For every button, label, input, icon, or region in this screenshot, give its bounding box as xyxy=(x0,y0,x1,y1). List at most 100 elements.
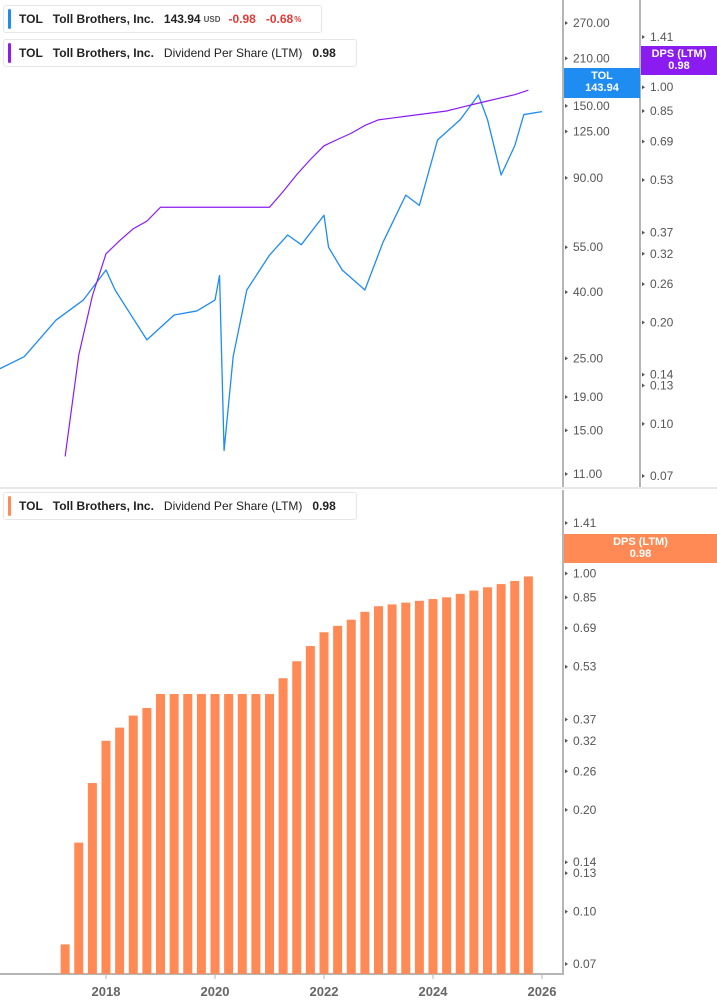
price-tick-label: 210.00 xyxy=(573,51,610,65)
x-tick-label: 2022 xyxy=(310,984,339,999)
dps-tag-value: 0.98 xyxy=(668,60,690,72)
dps-bar xyxy=(374,606,383,974)
dps-line-series-marker xyxy=(8,43,11,63)
dps-tick-mark xyxy=(642,230,645,235)
dps-tick-label: 0.69 xyxy=(650,134,674,148)
price-line xyxy=(0,94,543,452)
dps-bar xyxy=(292,661,302,974)
x-tick-label: 2024 xyxy=(419,984,449,999)
dps-bar xyxy=(319,632,329,974)
legend-change-pct: -0.68 xyxy=(265,12,294,26)
x-tick-label: 2018 xyxy=(92,984,121,999)
dps-tick-label: 1.00 xyxy=(650,80,674,94)
dps-tick-mark xyxy=(642,35,645,39)
dps-bar xyxy=(510,580,520,974)
dps-bar xyxy=(60,944,70,974)
dps-bar xyxy=(305,646,315,974)
dps-bar xyxy=(360,611,370,974)
dps-tick-label: 0.10 xyxy=(650,417,674,431)
dps-line-legend[interactable]: TOL Toll Brothers, Inc. Dividend Per Sha… xyxy=(3,39,357,67)
dps-tick-label: 0.20 xyxy=(650,316,674,330)
dps-tick-mark xyxy=(642,282,645,287)
dps-line xyxy=(64,89,529,457)
dps-bar xyxy=(224,694,234,974)
dps-bar-legend[interactable]: TOL Toll Brothers, Inc. Dividend Per Sha… xyxy=(3,492,357,520)
bottom-dps-tick-mark xyxy=(565,664,568,669)
dps-line-last-value-tag: DPS (LTM) 0.98 xyxy=(641,46,717,75)
bottom-dps-tick-mark xyxy=(565,909,568,914)
dps-tick-mark xyxy=(642,85,645,90)
bottom-dps-tick-mark xyxy=(565,871,568,876)
dps-bar xyxy=(115,727,125,974)
dps-bar xyxy=(442,597,452,974)
bottom-dps-tick-label: 0.14 xyxy=(573,855,597,869)
dps-bar xyxy=(128,715,138,974)
dps-tick-mark xyxy=(642,139,645,144)
bottom-dps-tick-mark xyxy=(565,571,568,576)
bottom-dps-tick-label: 0.53 xyxy=(573,660,597,674)
legend-metric: Dividend Per Share (LTM) xyxy=(163,46,303,60)
dps-tick-label: 0.26 xyxy=(650,277,674,291)
price-tick-mark xyxy=(565,395,568,400)
dps-bar xyxy=(265,694,274,974)
dps-tick-label: 0.13 xyxy=(650,378,674,392)
dps-tick-mark xyxy=(642,474,645,478)
dps-bar xyxy=(496,584,506,974)
bottom-dps-tick-label: 0.32 xyxy=(573,734,597,748)
bottom-dps-tick-label: 1.00 xyxy=(573,566,597,580)
price-tick-mark xyxy=(565,356,568,361)
dps-bar xyxy=(210,694,220,974)
legend-change: -0.98 xyxy=(228,12,256,26)
price-tick-mark xyxy=(565,21,568,25)
bottom-dps-tick-label: 1.41 xyxy=(573,516,597,530)
dps-bar xyxy=(401,602,411,974)
dps-bar xyxy=(414,600,424,974)
dps-bar xyxy=(156,694,165,974)
dps-tick-label: 0.53 xyxy=(650,173,674,187)
dps-tick-mark xyxy=(642,178,645,183)
bottom-dps-tick-mark xyxy=(565,717,568,722)
bottom-dps-tick-mark xyxy=(565,625,568,630)
bottom-dps-tick-label: 0.20 xyxy=(573,803,597,817)
dps-bar xyxy=(101,740,111,974)
price-tick-mark xyxy=(565,103,568,108)
price-tick-label: 55.00 xyxy=(573,240,603,254)
price-tick-mark xyxy=(565,129,568,134)
dps-bar xyxy=(142,708,152,974)
dps-bar xyxy=(455,593,465,974)
dps-bar xyxy=(196,694,206,974)
legend-company: Toll Brothers, Inc. xyxy=(52,12,154,26)
bottom-dps-tick-label: 0.10 xyxy=(573,905,597,919)
price-tag-value: 143.94 xyxy=(585,82,619,94)
x-tick-label: 2020 xyxy=(201,984,230,999)
price-tick-label: 270.00 xyxy=(573,16,610,30)
bottom-dps-tick-label: 0.07 xyxy=(573,957,597,971)
dps-tick-mark xyxy=(642,251,645,256)
price-tick-label: 19.00 xyxy=(573,390,603,404)
price-tick-mark xyxy=(565,245,568,250)
price-tick-label: 150.00 xyxy=(573,99,610,113)
legend-ticker: TOL xyxy=(19,499,43,513)
price-tick-label: 125.00 xyxy=(573,125,610,139)
dps-bar xyxy=(483,587,492,974)
price-tick-mark xyxy=(565,472,568,477)
price-tick-mark xyxy=(565,175,568,180)
bottom-dps-tick-label: 0.85 xyxy=(573,590,597,604)
price-tick-label: 90.00 xyxy=(573,171,603,185)
dps-bar xyxy=(523,576,533,974)
bottom-dps-tick-mark xyxy=(565,595,568,600)
price-legend[interactable]: TOL Toll Brothers, Inc. 143.94 USD -0.98… xyxy=(3,5,323,33)
legend-ticker: TOL xyxy=(19,12,43,26)
dps-bar xyxy=(278,678,288,974)
dps-bar xyxy=(169,694,179,974)
bottom-dps-tick-label: 0.13 xyxy=(573,866,597,880)
dps-bar xyxy=(74,842,84,974)
legend-pct-sign: % xyxy=(294,14,302,24)
bottom-dps-tick-label: 0.37 xyxy=(573,712,597,726)
bottom-dps-tick-mark xyxy=(565,962,568,966)
dps-bar xyxy=(428,599,438,974)
legend-company: Toll Brothers, Inc. xyxy=(52,499,154,513)
legend-currency: USD xyxy=(203,14,221,24)
dps-tick-label: 0.07 xyxy=(650,469,674,483)
